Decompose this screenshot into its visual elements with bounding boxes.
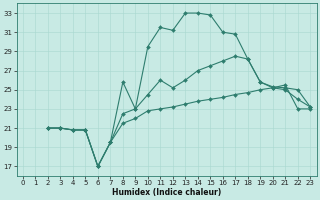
X-axis label: Humidex (Indice chaleur): Humidex (Indice chaleur) [112,188,221,197]
